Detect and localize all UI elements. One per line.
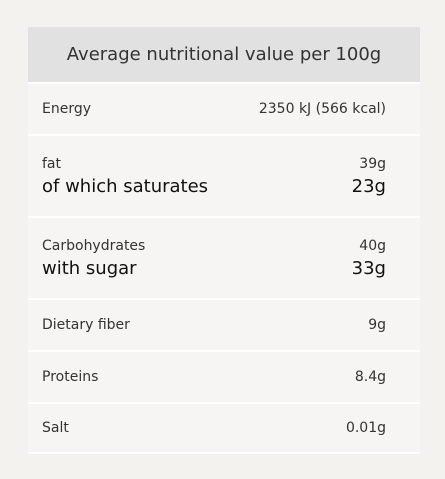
row-label: Dietary fiber	[42, 317, 130, 333]
row-sub-value: 23g	[351, 175, 386, 197]
row-label: Carbohydrates	[42, 237, 146, 254]
row-value: 8.4g	[354, 369, 386, 385]
row-sub-label: of which saturates	[42, 175, 209, 197]
table-row: Carbohydrates 40g with sugar 33g	[28, 216, 420, 298]
row-value: 0.01g	[345, 420, 386, 436]
row-line: Carbohydrates 40g	[42, 238, 386, 254]
table-row: Salt 0.01g	[28, 402, 420, 454]
row-value: 9g	[368, 317, 386, 333]
row-label: Energy	[42, 101, 92, 117]
row-value: 40g	[359, 237, 386, 254]
table-row: Energy 2350 kJ (566 kcal)	[28, 82, 420, 134]
row-label: Salt	[42, 420, 69, 436]
row-label: fat	[42, 155, 61, 172]
row-line: Proteins 8.4g	[42, 369, 386, 385]
table-row: Proteins 8.4g	[28, 350, 420, 402]
row-line: fat 39g	[42, 156, 386, 172]
table-header: Average nutritional value per 100g	[28, 27, 420, 82]
row-line: with sugar 33g	[42, 258, 386, 279]
row-line: Dietary fiber 9g	[42, 317, 386, 333]
row-label: Proteins	[42, 369, 99, 385]
row-line: of which saturates 23g	[42, 176, 386, 197]
table-row: Dietary fiber 9g	[28, 298, 420, 350]
row-value: 39g	[359, 155, 386, 172]
row-sub-label: with sugar	[42, 257, 137, 279]
nutrition-table: Average nutritional value per 100g Energ…	[28, 27, 420, 454]
table-row: fat 39g of which saturates 23g	[28, 134, 420, 216]
row-value: 2350 kJ (566 kcal)	[258, 101, 386, 117]
row-sub-value: 33g	[351, 257, 386, 279]
row-line: Salt 0.01g	[42, 420, 386, 436]
row-line: Energy 2350 kJ (566 kcal)	[42, 101, 386, 117]
